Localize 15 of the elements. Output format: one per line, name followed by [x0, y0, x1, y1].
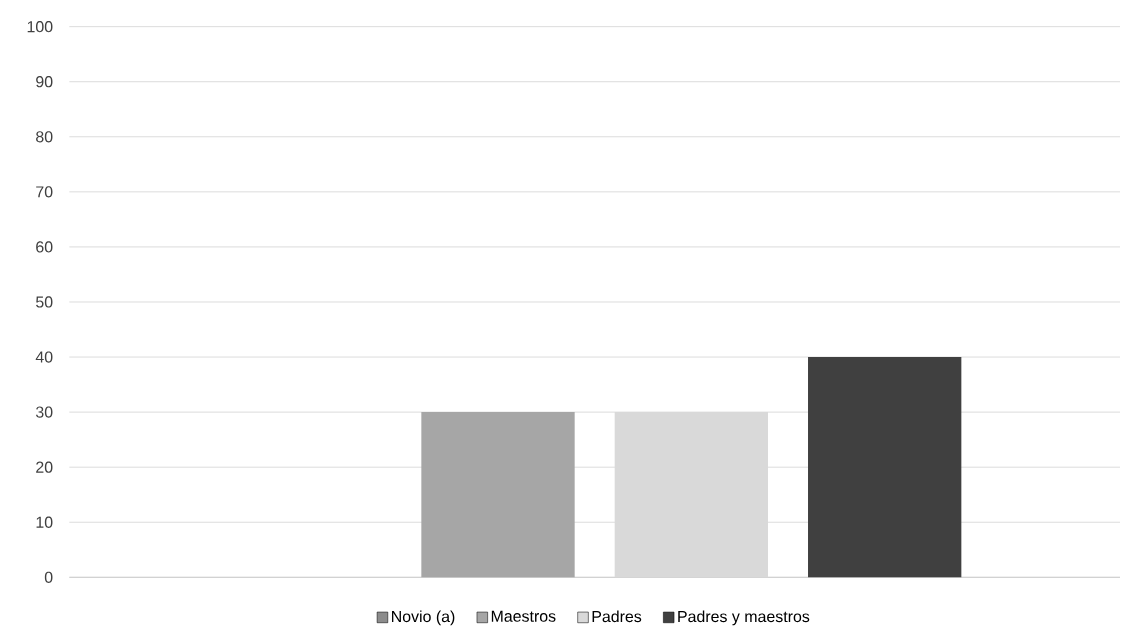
y-tick-label: 60 [36, 241, 53, 253]
y-tick-label: 40 [35, 351, 53, 363]
y-tick-label: 50 [36, 296, 53, 308]
y-tick-label: 0 [44, 571, 53, 583]
y-tick-label: 70 [36, 186, 53, 198]
legend-label: Maestros [491, 610, 556, 622]
legend-label: Novio (a) [392, 610, 455, 626]
y-tick-label: 100 [27, 21, 53, 33]
y-tick-label: 20 [36, 461, 53, 473]
y-tick-label: 30 [35, 406, 53, 418]
legend-label: Padres y maestros [678, 610, 810, 626]
y-tick-label: 80 [36, 131, 53, 143]
y-tick-label: 10 [36, 516, 53, 528]
legend-label: Padres [592, 610, 642, 623]
y-tick-label: 90 [36, 76, 53, 88]
